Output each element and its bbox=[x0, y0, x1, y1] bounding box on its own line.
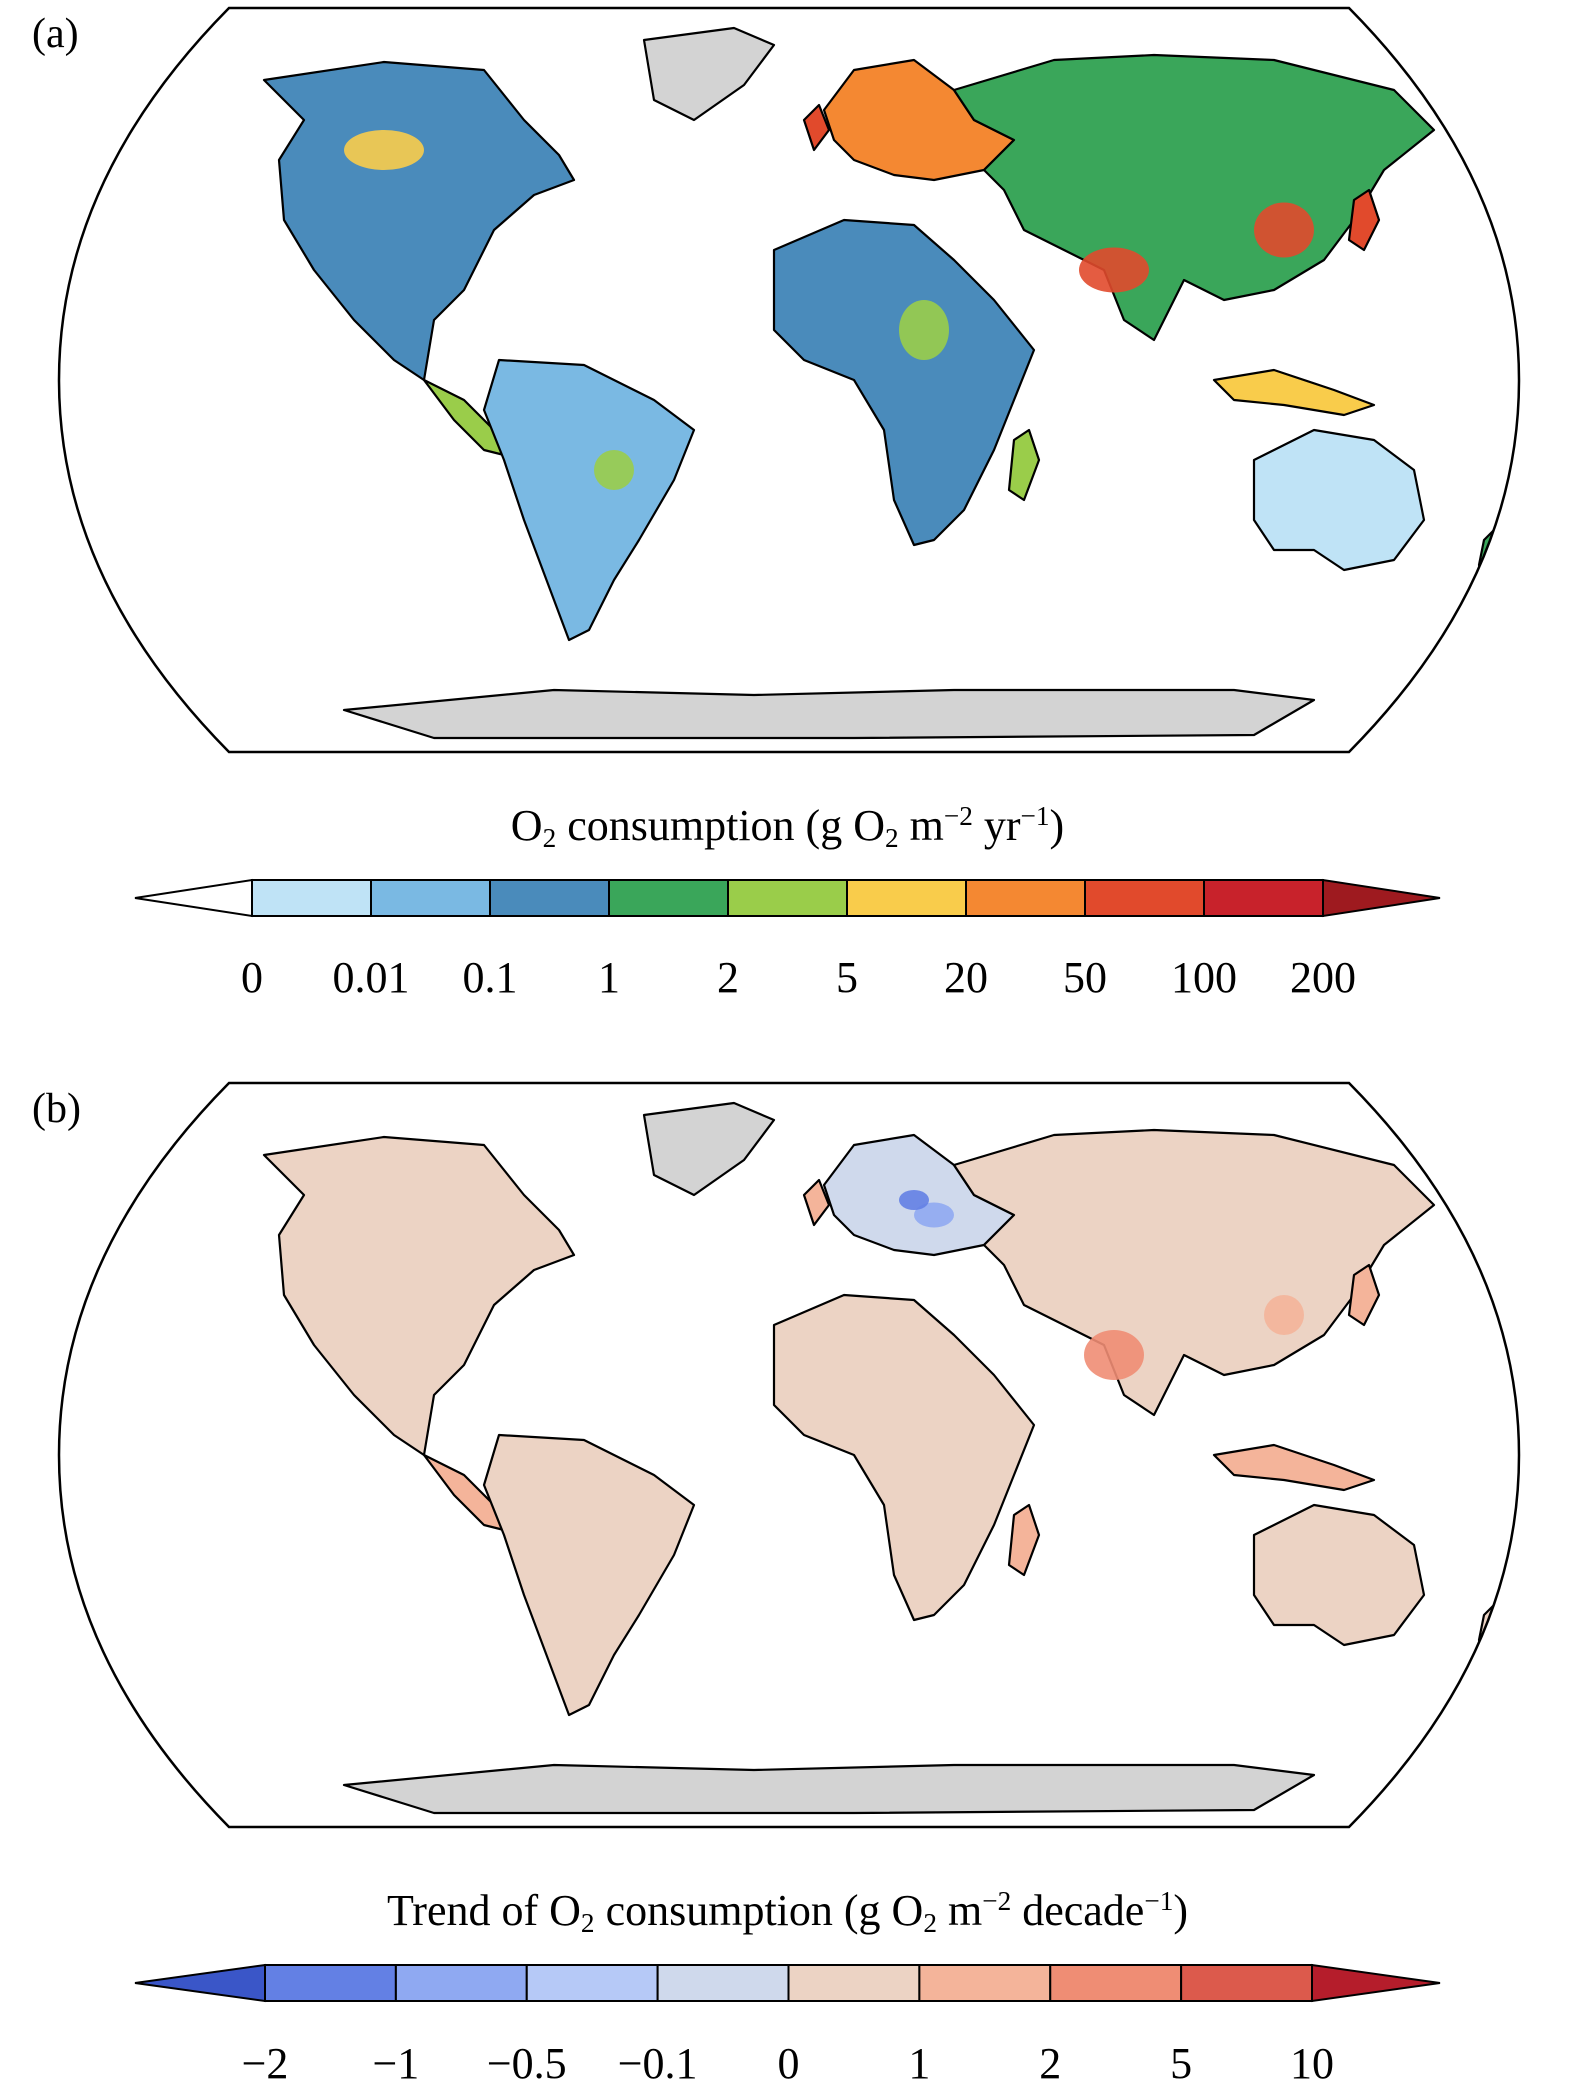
colorbar-tick-label: 200 bbox=[1290, 953, 1356, 1002]
colorbar-bin bbox=[1180, 1964, 1313, 2002]
colorbar-tick-label: 0.01 bbox=[332, 953, 410, 1002]
colorbar-over-arrow bbox=[1311, 1963, 1441, 2003]
colorbar-under-arrow bbox=[134, 1963, 266, 2003]
landmass-asia bbox=[952, 1128, 1436, 1417]
colorbar-tick-label: 0.1 bbox=[462, 953, 518, 1002]
colorbar-bin bbox=[264, 1964, 397, 2002]
colorbar-b-title: Trend of O2 consumption (g O2 m−2 decade… bbox=[386, 1886, 1189, 1938]
region-hotspot bbox=[899, 300, 949, 360]
landmass-greenland bbox=[642, 1101, 776, 1197]
landmass-japan bbox=[1347, 1263, 1381, 1327]
landmass-antarctica bbox=[342, 688, 1316, 740]
colorbar-bin bbox=[1084, 879, 1205, 917]
colorbar-bin bbox=[1203, 879, 1324, 917]
panel-a-label: (a) bbox=[32, 11, 79, 57]
colorbar-tick-label: 10 bbox=[1290, 2039, 1334, 2088]
colorbar-tick-label: 2 bbox=[1039, 2039, 1062, 2088]
colorbar-a bbox=[134, 878, 1441, 918]
landmass-asia bbox=[952, 53, 1436, 342]
colorbar-bin bbox=[608, 879, 729, 917]
colorbar-tick-label: 1 bbox=[598, 953, 620, 1002]
colorbar-bin bbox=[787, 1964, 921, 2002]
colorbar-tick-label: 5 bbox=[1170, 2039, 1193, 2088]
landmass-uk bbox=[802, 1178, 831, 1227]
colorbar-bin bbox=[846, 879, 967, 917]
colorbar-tick-label: 100 bbox=[1171, 953, 1237, 1002]
region-hotspot bbox=[1254, 202, 1314, 258]
colorbar-over-arrow bbox=[1322, 878, 1441, 918]
landmass-africa bbox=[772, 218, 1036, 547]
colorbar-under-arrow bbox=[134, 878, 253, 918]
colorbar-bin bbox=[394, 1964, 528, 2002]
landmass-indonesia bbox=[1212, 368, 1376, 417]
region-hotspot bbox=[344, 130, 424, 170]
colorbar-tick-label: −0.5 bbox=[486, 2039, 567, 2088]
region-hotspot bbox=[849, 112, 919, 148]
region-hotspot bbox=[594, 450, 634, 490]
map-b bbox=[57, 1081, 1521, 1829]
region-hotspot bbox=[899, 1190, 929, 1210]
map-outline bbox=[57, 6, 1521, 754]
landmass-australia bbox=[1252, 428, 1426, 572]
landmass-japan bbox=[1347, 188, 1381, 252]
colorbar-a-title: O2 consumption (g O2 m−2 yr−1) bbox=[510, 801, 1065, 853]
colorbar-tick-label: −1 bbox=[372, 2039, 420, 2088]
map-outline bbox=[57, 1081, 1521, 1829]
colorbar-b bbox=[134, 1963, 1441, 2003]
colorbar-bin bbox=[370, 879, 491, 917]
map-a bbox=[57, 6, 1521, 754]
landmass-africa bbox=[772, 1293, 1036, 1622]
landmass-antarctica bbox=[342, 1763, 1316, 1815]
colorbar-bin bbox=[251, 879, 372, 917]
colorbar-tick-label: 0 bbox=[777, 2039, 800, 2088]
colorbar-tick-label: −2 bbox=[241, 2039, 289, 2088]
colorbar-bin bbox=[489, 879, 610, 917]
landmass-southAmerica bbox=[482, 1433, 696, 1717]
region-hotspot bbox=[1079, 247, 1149, 293]
colorbar-bin bbox=[727, 879, 848, 917]
colorbar-bin bbox=[656, 1964, 790, 2002]
region-hotspot bbox=[1084, 1330, 1144, 1380]
colorbar-tick-label: 0 bbox=[241, 953, 263, 1002]
colorbar-tick-label: −0.1 bbox=[617, 2039, 698, 2088]
colorbar-bin bbox=[1049, 1964, 1183, 2002]
colorbar-bin bbox=[525, 1964, 659, 2002]
landmass-uk bbox=[802, 103, 831, 152]
landmass-northAmerica bbox=[262, 1135, 576, 1457]
colorbar-bin bbox=[918, 1964, 1052, 2002]
landmass-australia bbox=[1252, 1503, 1426, 1647]
landmass-greenland bbox=[642, 26, 776, 122]
landmass-northAmerica bbox=[262, 60, 576, 382]
colorbar-tick-label: 5 bbox=[836, 953, 858, 1002]
colorbar-bin bbox=[965, 879, 1086, 917]
landmass-southAmerica bbox=[482, 358, 696, 642]
region-hotspot bbox=[914, 1202, 954, 1228]
colorbar-tick-label: 1 bbox=[908, 2039, 931, 2088]
landmass-madagascar bbox=[1007, 1503, 1041, 1577]
colorbar-tick-label: 50 bbox=[1063, 953, 1107, 1002]
landmass-madagascar bbox=[1007, 428, 1041, 502]
colorbar-tick-label: 2 bbox=[717, 953, 739, 1002]
landmass-indonesia bbox=[1212, 1443, 1376, 1492]
colorbar-tick-label: 20 bbox=[944, 953, 988, 1002]
region-hotspot bbox=[1264, 1295, 1304, 1335]
panel-b-label: (b) bbox=[32, 1086, 81, 1132]
